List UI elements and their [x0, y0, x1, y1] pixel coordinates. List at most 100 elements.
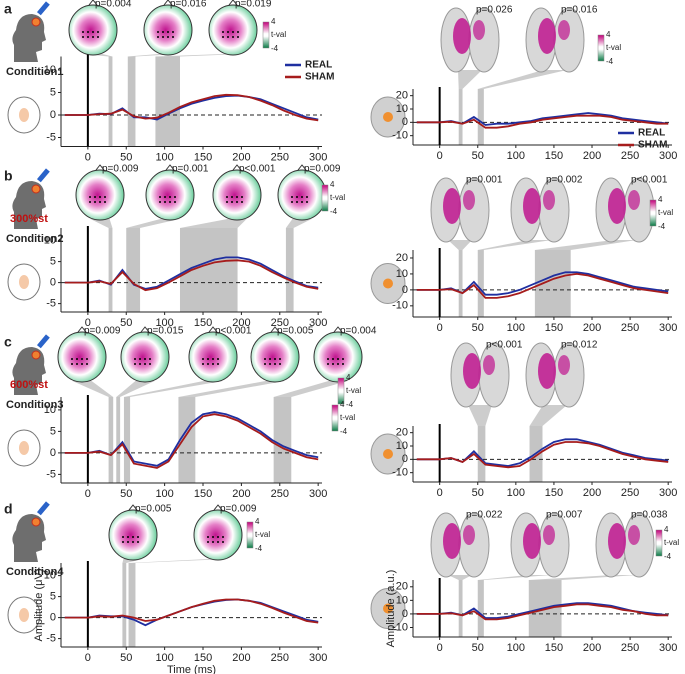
x-tick-label: 250: [621, 150, 639, 162]
topomap: [250, 331, 300, 383]
brain-right: [458, 177, 490, 243]
colorbar-max: 4: [606, 30, 611, 39]
cluster-p: p=0.038: [631, 510, 668, 521]
electrode-dot: [89, 201, 91, 203]
cluster-p: p=0.022: [466, 510, 503, 521]
electrode-dot: [99, 201, 101, 203]
cluster-window: [108, 228, 113, 312]
cluster-connector: [528, 575, 637, 580]
panel-letter: d: [4, 501, 13, 517]
x-tick-label: 300: [309, 488, 327, 500]
electrode-dot: [222, 536, 224, 538]
cluster-p: p=0.009: [220, 504, 257, 515]
cluster-window: [122, 563, 127, 647]
y-tick-label: 5: [50, 86, 56, 98]
cluster-p: p=0.002: [546, 175, 583, 186]
electrode-dot: [332, 363, 334, 365]
cluster-connector: [126, 219, 180, 228]
colorbar-min: -4: [658, 222, 666, 231]
cluster-connector: [155, 54, 243, 57]
y-tick-label: -5: [46, 298, 56, 310]
electrode-dot: [172, 31, 174, 33]
x-tick-label: 250: [271, 652, 289, 664]
electrode-dot: [207, 363, 209, 365]
x-tick-label: 150: [545, 642, 563, 654]
colorbar-min: -4: [606, 57, 614, 66]
colorbar: [246, 521, 254, 549]
panel-letter: a: [4, 1, 12, 17]
electrode-dot: [81, 363, 83, 365]
cluster-p: p<0.001: [486, 340, 523, 351]
electrode-dot: [81, 358, 83, 360]
colorbar: [331, 404, 339, 432]
electrode-dot: [122, 541, 124, 543]
y-tick-label: 5: [50, 256, 56, 268]
cluster-window: [155, 56, 180, 147]
x-tick-label: 0: [437, 487, 443, 499]
colorbar: [597, 34, 605, 62]
cluster-p: p=0.005: [135, 504, 172, 515]
electrode-dot: [264, 363, 266, 365]
series-line: [64, 259, 319, 292]
electrode-dot: [217, 363, 219, 365]
electrode-dot: [342, 363, 344, 365]
x-tick-label: 250: [621, 487, 639, 499]
small-head-spot: [19, 441, 29, 455]
brain-activation: [543, 190, 555, 210]
electrode-dot: [162, 36, 164, 38]
topomap-nose: [88, 0, 98, 6]
electrode-dot: [269, 363, 271, 365]
topomap: [208, 4, 258, 56]
electrode-dot: [236, 201, 238, 203]
small-head-spot: [19, 275, 29, 289]
x-tick-label: 50: [472, 487, 484, 499]
x-tick-label: 150: [194, 652, 212, 664]
x-tick-label: 100: [507, 322, 525, 334]
topomap-nose: [208, 326, 218, 333]
electrode-dot: [139, 358, 141, 360]
x-tick-label: 150: [194, 151, 212, 163]
electrode-dot: [217, 358, 219, 360]
cluster-connector: [448, 240, 472, 250]
electrode-dot: [222, 541, 224, 543]
colorbar-max: 4: [658, 195, 663, 204]
panel-letter: b: [4, 168, 13, 184]
electrode-dot: [159, 201, 161, 203]
condition-label: Condition2: [6, 233, 63, 245]
colorbar-max: 4: [255, 517, 260, 526]
electrode-dot: [159, 196, 161, 198]
electrode-dot: [157, 31, 159, 33]
coil-icon: [36, 501, 50, 516]
x-tick-label: 0: [437, 642, 443, 654]
electrode-dot: [306, 196, 308, 198]
x-axis-label: Time (ms): [167, 664, 216, 674]
electrode-dot: [226, 201, 228, 203]
cluster-p: p=0.001: [466, 175, 503, 186]
series-line: [64, 413, 319, 469]
colorbar-min: -4: [340, 427, 348, 436]
brain-activation: [453, 18, 471, 54]
cluster-connector: [534, 240, 637, 250]
topomap: [75, 169, 125, 221]
colorbar-label: t-val: [346, 386, 361, 395]
electrode-dot: [149, 363, 151, 365]
electrode-dot: [137, 541, 139, 543]
colorbar-label: t-val: [271, 30, 286, 39]
x-tick-label: 100: [155, 151, 173, 163]
cluster-p: p<0.001: [239, 164, 276, 175]
electrode-dot: [174, 196, 176, 198]
cluster-window: [108, 56, 113, 147]
topomap-nose: [77, 326, 87, 333]
cluster-window: [128, 563, 136, 647]
coil-spot: [31, 350, 41, 360]
x-tick-label: 150: [194, 488, 212, 500]
x-tick-label: 50: [120, 151, 132, 163]
electrode-dot: [82, 31, 84, 33]
electrode-dot: [222, 36, 224, 38]
y-tick-label: 0: [402, 116, 408, 128]
y-tick-label: 5: [50, 425, 56, 437]
cluster-p: p=0.026: [476, 5, 513, 16]
electrode-dot: [274, 358, 276, 360]
colorbar: [649, 199, 657, 227]
